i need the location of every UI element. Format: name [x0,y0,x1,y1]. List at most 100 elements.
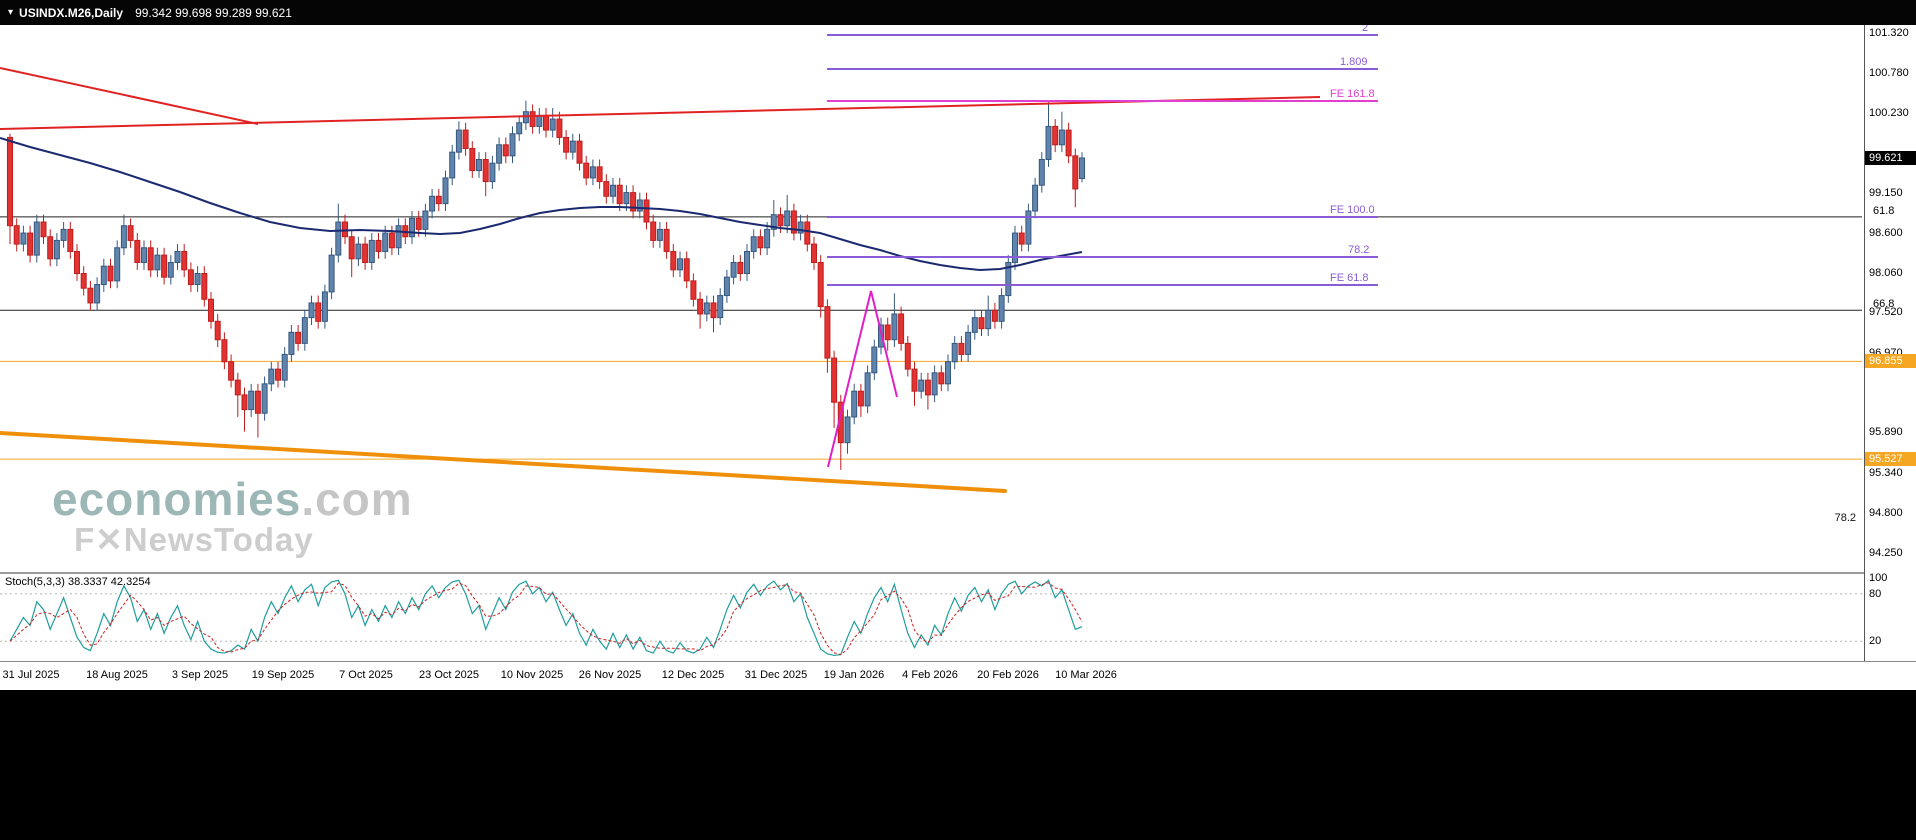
price-axis-label: 101.320 [1869,27,1909,39]
stoch-axis-label: 80 [1869,587,1882,600]
candle-body [958,342,965,355]
candle-body [308,302,315,319]
date-label: 3 Sep 2025 [171,669,229,681]
orange-trendline [0,431,1007,493]
candle-body [991,309,998,322]
candle-body [945,361,951,385]
ohlc-readout: 99.342 99.698 99.289 99.621 [135,5,292,20]
candle-body [583,162,590,179]
candle-body [911,368,918,392]
candle-body [656,228,663,241]
stochastic-canvas[interactable] [0,574,1864,661]
candle-body [898,313,905,344]
candle-body [181,250,188,271]
candle-body [831,357,838,403]
candle-body [281,353,288,381]
stochastic-pane[interactable]: Stoch(5,3,3) 38.3337 42.3254 [0,574,1864,661]
candle-body [489,162,496,183]
symbol-marker-icon[interactable]: ▾ [8,7,14,18]
candle-body [13,225,20,245]
date-label: 23 Oct 2025 [419,669,479,681]
candle-body [7,136,13,227]
price-axis-label: 95.340 [1869,466,1903,479]
candle-body [60,228,67,241]
current-price-tag: 99.621 [1865,150,1916,165]
candle-body [87,287,94,304]
candle-body [1012,232,1018,263]
candle-body [161,254,168,278]
candle-body [208,298,214,322]
candle-body [100,265,107,286]
date-label: 12 Dec 2025 [661,669,725,681]
price-axis-label: 94.800 [1869,506,1903,519]
symbol-period-label: USINDX.M26,Daily [19,5,124,20]
candle-body [261,383,268,414]
date-label: 10 Mar 2026 [1055,669,1117,681]
candle-body [27,232,34,256]
candle-body [603,181,610,197]
candle-body [978,317,985,330]
candle-body [1058,129,1065,146]
candle-body [134,239,141,263]
candle-body [589,166,596,179]
candle-body [864,372,871,407]
candle-body [750,236,757,252]
candle-body [275,368,281,381]
price-axis-label: 95.890 [1869,426,1903,439]
candle-body [770,214,777,230]
candle-body [817,261,824,308]
candle-body [623,192,630,205]
date-label: 31 Jul 2025 [2,669,60,681]
candle-body [114,247,121,282]
candle-body [375,239,382,252]
candle-body [569,140,576,153]
candle-body [342,221,348,238]
candle-body [295,331,302,344]
candle-body [610,184,616,197]
date-label: 26 Nov 2025 [578,669,642,681]
candle-body [1045,125,1052,161]
candle-body [971,317,978,333]
candle-body [509,133,516,157]
candle-body [482,159,489,183]
candle-body [435,195,442,205]
candle-body [469,147,476,172]
candle-body [851,390,858,418]
candle-body [703,302,710,315]
price-axis-label: 97.520 [1869,306,1903,319]
price-axis[interactable]: 101.320 100.780 100.230 99.150 98.600 98.060 9… [1864,25,1916,661]
candle-body [1005,261,1012,297]
candle-body [717,295,724,319]
candle-body [543,114,549,131]
date-label: 20 Feb 2026 [977,669,1039,681]
candle-body [20,232,27,245]
candle-body [643,199,650,223]
candle-body [201,273,208,300]
candle-body [549,118,556,131]
candle-body [744,250,750,275]
time-axis[interactable]: 31 Jul 2025 18 Aug 2025 3 Sep 2025 19 Sep 2… [0,661,1916,690]
candle-body [154,254,161,271]
watermark-brand: economies [52,473,302,525]
candle-body [74,250,80,275]
stoch-signal-line [9,582,1083,656]
candle-body [556,118,563,138]
date-label: 4 Feb 2026 [902,669,958,681]
red-trendline [0,67,259,125]
candle-body [462,129,469,149]
candle-body [878,324,884,348]
candle-body [871,346,878,374]
price-axis-label: 100.780 [1869,66,1909,79]
candle-body [616,184,623,205]
candle-body [938,372,945,385]
price-pane[interactable]: economies.com F✕NewsToday 2 1.809 FE 161.8… [0,25,1864,572]
pane-splitter[interactable] [0,572,1864,574]
date-label: 7 Oct 2025 [339,669,393,681]
price-chart-canvas[interactable]: 2 1.809 FE 161.8 FE 100.0 78.2 FE 61.8 78.2 [0,25,1864,572]
candle-body [455,129,462,153]
candle-body [596,166,603,183]
candle-body [764,228,771,249]
candle-body [730,261,737,278]
fib-line-label: FE 61.8 [1330,272,1369,284]
candle-body [47,236,54,260]
